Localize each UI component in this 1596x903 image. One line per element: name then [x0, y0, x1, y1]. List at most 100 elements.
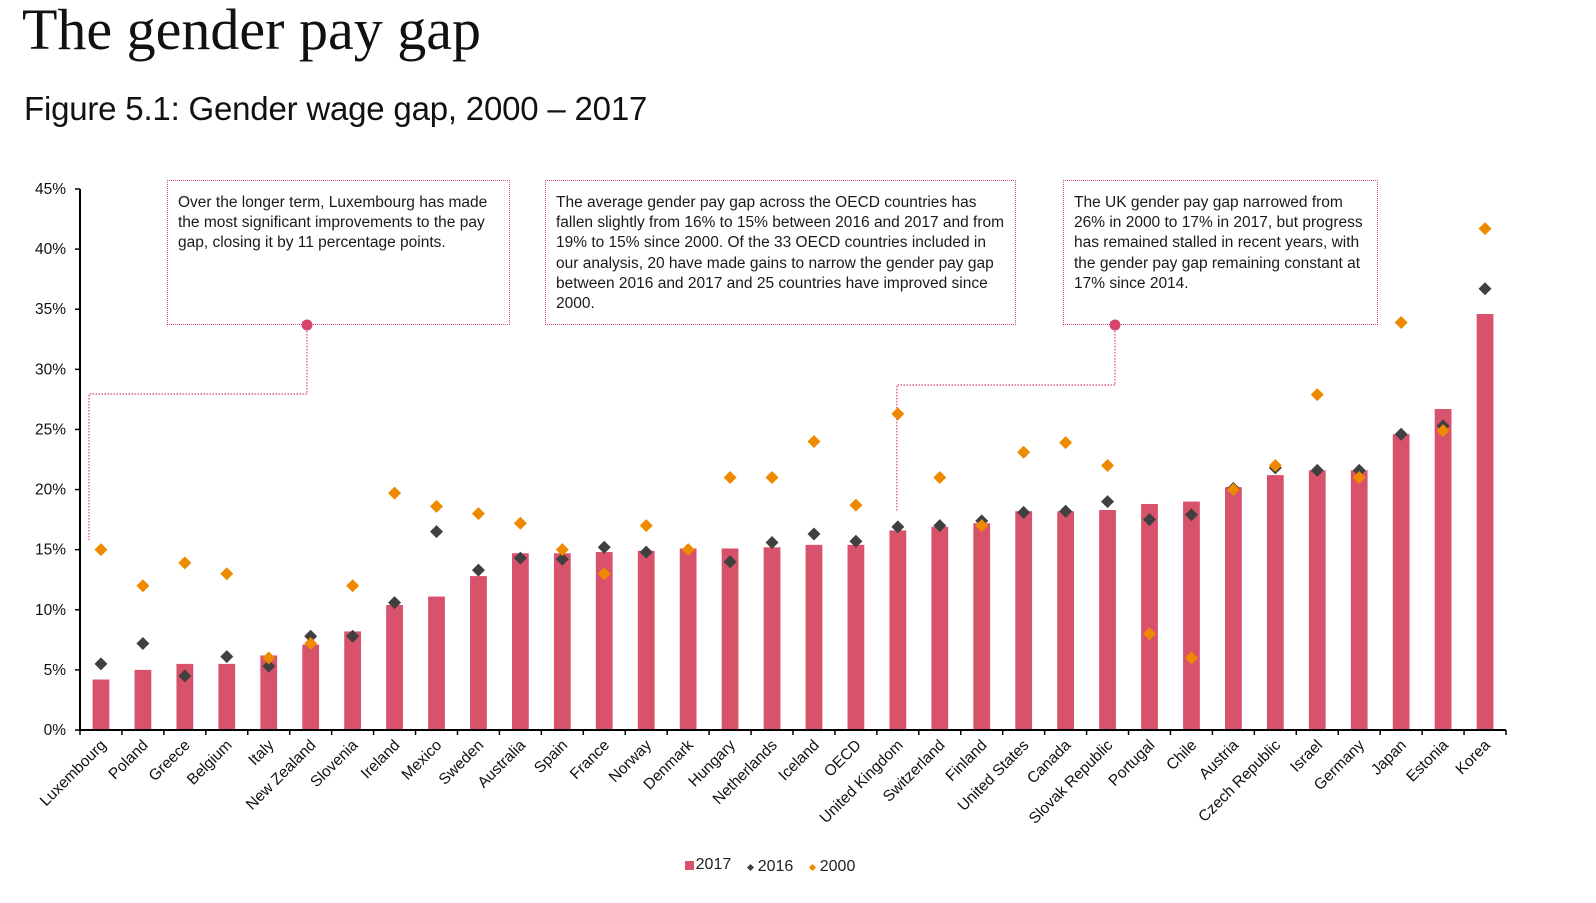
bar-2017-united-states — [1015, 511, 1033, 730]
legend-label-2017: 2017 — [695, 856, 732, 873]
marker-2000-france — [597, 567, 611, 581]
bar-2017-czech-republic — [1266, 475, 1284, 730]
marker-2016-switzerland — [933, 519, 947, 533]
marker-2016-korea — [1478, 282, 1492, 296]
marker-2000-sweden — [471, 507, 485, 521]
marker-2000-chile — [1184, 651, 1198, 665]
annotation-luxembourg-text: Over the longer term, Luxembourg has mad… — [178, 194, 488, 252]
bar-2017-iceland — [805, 544, 823, 730]
bar-2017-oecd — [847, 544, 865, 730]
x-tick-label: Luxembourg — [37, 737, 110, 810]
marker-2016-new-zealand — [304, 629, 318, 643]
annotation-luxembourg: Over the longer term, Luxembourg has mad… — [167, 180, 510, 325]
legend-item-2017: 2017 — [684, 856, 732, 874]
marker-2000-poland — [136, 579, 150, 593]
y-tick-label: 45% — [35, 181, 66, 198]
marker-2016-slovak-republic — [1101, 495, 1115, 509]
marker-2016-oecd — [849, 534, 863, 548]
y-tick-label: 0% — [44, 722, 67, 739]
connector-luxembourg — [88, 325, 308, 540]
marker-2016-norway — [639, 545, 653, 559]
marker-2000-australia — [513, 516, 527, 530]
marker-2016-spain — [555, 552, 569, 566]
bar-2017-mexico — [428, 596, 445, 730]
bar-2017-korea — [1476, 314, 1494, 730]
y-tick-label: 30% — [35, 361, 66, 378]
x-tick-label: Poland — [106, 737, 152, 783]
bar-2017-greece — [176, 663, 194, 730]
marker-2000-hungary — [723, 471, 737, 485]
x-tick-label: Spain — [531, 737, 571, 777]
marker-2000-japan — [1394, 315, 1408, 329]
bar-2017-canada — [1057, 511, 1075, 730]
marker-2000-switzerland — [933, 471, 947, 485]
marker-2016-luxembourg — [94, 657, 108, 671]
x-tick-label: Korea — [1453, 737, 1495, 779]
bar-2017-ireland — [386, 604, 403, 730]
y-tick-label: 10% — [35, 602, 66, 619]
bar-2017-spain — [553, 553, 571, 730]
marker-2000-denmark — [681, 543, 695, 557]
bars-2017 — [92, 314, 1494, 730]
legend-label-2000: 2000 — [819, 858, 856, 875]
marker-2000-slovak-republic — [1101, 459, 1115, 473]
marker-2016-germany — [1352, 463, 1366, 477]
marker-2016-ireland — [388, 596, 402, 610]
marker-2000-greece — [178, 556, 192, 570]
bar-2017-denmark — [679, 548, 697, 730]
marker-2000-portugal — [1143, 627, 1156, 641]
marker-2000-canada — [1059, 436, 1073, 450]
bar-2017-switzerland — [931, 526, 949, 730]
marker-2016-netherlands — [765, 535, 779, 549]
x-tick-label: Israel — [1287, 737, 1326, 776]
legend-label-2016: 2016 — [757, 858, 794, 875]
marker-2000-ireland — [388, 486, 402, 500]
y-tick-label: 20% — [35, 482, 66, 499]
marker-2000-israel — [1310, 388, 1324, 402]
bar-2017-slovenia — [344, 631, 362, 730]
x-tick-label: Estonia — [1403, 737, 1452, 786]
x-tick-label: France — [567, 737, 613, 783]
marker-2016-italy — [262, 659, 276, 673]
marker-2016-france — [597, 540, 611, 554]
y-tick-labels: 0% 5% 10% 15% 20% 25% 30% 35% 40% 45% — [35, 181, 66, 739]
bar-2017-italy — [260, 655, 278, 730]
marker-2016-slovenia — [346, 629, 360, 643]
marker-2000-new-zealand — [304, 636, 318, 650]
bar-2017-hungary — [721, 548, 739, 730]
bar-2017-sweden — [470, 576, 487, 730]
y-tick-label: 35% — [35, 301, 66, 318]
marker-2000-finland — [975, 519, 989, 533]
bar-2017-australia — [511, 553, 529, 730]
bar-2017-norway — [637, 550, 655, 730]
y-tick-label: 15% — [35, 542, 66, 559]
marker-2000-norway — [639, 519, 653, 533]
marker-2016-portugal — [1143, 513, 1156, 527]
marker-2000-germany — [1352, 471, 1366, 485]
marker-2016-greece — [178, 669, 192, 683]
annotation-uk-text: The UK gender pay gap narrowed from 26% … — [1074, 194, 1363, 292]
connector-dot-uk — [1109, 319, 1121, 331]
axes — [75, 188, 1507, 735]
marker-2016-australia — [513, 551, 527, 565]
annotation-connectors — [88, 319, 1121, 540]
y-tick-label: 25% — [35, 421, 66, 438]
legend-swatch-bar-icon — [684, 860, 694, 870]
bar-2017-poland — [134, 669, 152, 730]
bar-2017-chile — [1183, 501, 1200, 730]
bar-2017-belgium — [218, 663, 236, 730]
legend-diamond-dark-icon — [746, 863, 754, 871]
x-tick-label: Slovenia — [307, 737, 361, 791]
x-tick-label: Chile — [1163, 737, 1200, 774]
y-tick-label: 5% — [44, 662, 67, 679]
marker-2016-japan — [1394, 427, 1408, 441]
marker-2000-austria — [1226, 483, 1240, 497]
marker-2000-united-states — [1017, 445, 1031, 459]
marker-2000-korea — [1478, 222, 1492, 236]
x-tick-label: Portugal — [1105, 737, 1158, 790]
bar-2017-france — [595, 552, 613, 730]
y-tick-label: 40% — [35, 241, 66, 258]
marker-2016-poland — [136, 636, 150, 650]
marker-2000-slovenia — [346, 579, 360, 593]
